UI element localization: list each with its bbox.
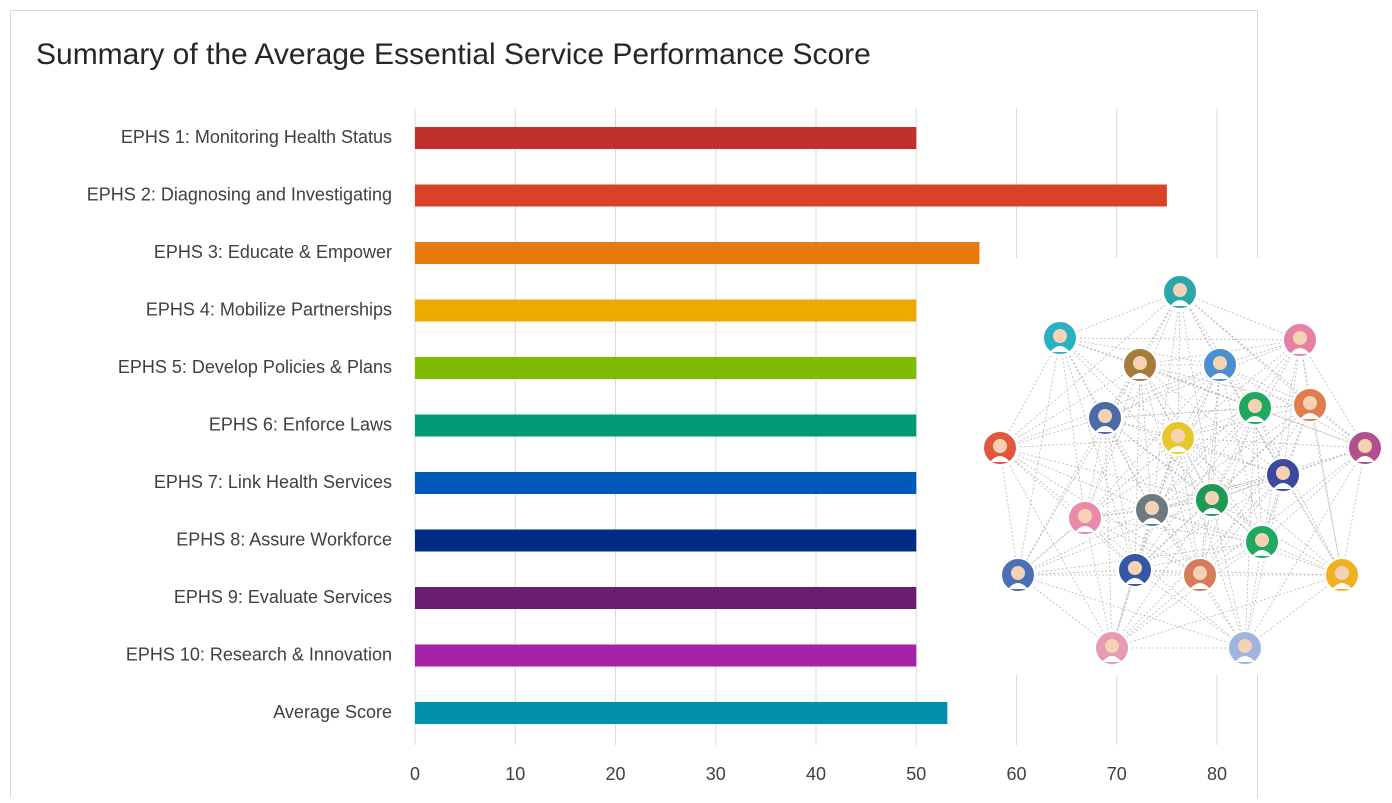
- y-tick-label: Average Score: [273, 702, 392, 722]
- y-tick-label: EPHS 3: Educate & Empower: [154, 242, 392, 262]
- avatar-face: [1171, 429, 1185, 443]
- avatar-face: [1193, 566, 1207, 580]
- avatar-face: [1335, 566, 1349, 580]
- bar: [415, 472, 916, 494]
- avatar-face: [1145, 501, 1159, 515]
- x-tick-label: 10: [505, 764, 525, 784]
- x-tick-label: 40: [806, 764, 826, 784]
- avatar-face: [1276, 466, 1290, 480]
- avatar-face: [1358, 439, 1372, 453]
- chart: Summary of the Average Essential Service…: [0, 0, 1392, 798]
- bar: [415, 357, 916, 379]
- avatar-face: [1255, 533, 1269, 547]
- y-tick-label: EPHS 1: Monitoring Health Status: [121, 127, 392, 147]
- avatar-face: [1238, 639, 1252, 653]
- bar: [415, 702, 947, 724]
- avatar-face: [1213, 356, 1227, 370]
- avatar-face: [1098, 409, 1112, 423]
- bar: [415, 415, 916, 437]
- y-tick-label: EPHS 7: Link Health Services: [154, 472, 392, 492]
- avatar-face: [1303, 396, 1317, 410]
- y-tick-label: EPHS 6: Enforce Laws: [209, 414, 392, 434]
- y-tick-label: EPHS 2: Diagnosing and Investigating: [87, 184, 392, 204]
- x-tick-label: 70: [1107, 764, 1127, 784]
- x-tick-label: 0: [410, 764, 420, 784]
- y-tick-label: EPHS 5: Develop Policies & Plans: [118, 357, 392, 377]
- bar: [415, 185, 1167, 207]
- avatar-face: [1133, 356, 1147, 370]
- y-tick-label: EPHS 8: Assure Workforce: [176, 529, 392, 549]
- avatar-face: [1011, 566, 1025, 580]
- bar: [415, 587, 916, 609]
- y-tick-label: EPHS 4: Mobilize Partnerships: [146, 299, 392, 319]
- x-tick-label: 50: [906, 764, 926, 784]
- y-tick-label: EPHS 9: Evaluate Services: [174, 587, 392, 607]
- bar: [415, 127, 916, 149]
- bar: [415, 300, 916, 322]
- x-tick-label: 20: [605, 764, 625, 784]
- avatar-face: [993, 439, 1007, 453]
- bar: [415, 645, 916, 667]
- y-tick-label: EPHS 10: Research & Innovation: [126, 644, 392, 664]
- avatar-face: [1128, 561, 1142, 575]
- avatar-face: [1173, 283, 1187, 297]
- network-illustration: [983, 258, 1392, 675]
- x-tick-label: 80: [1207, 764, 1227, 784]
- avatar-face: [1053, 329, 1067, 343]
- avatar-face: [1105, 639, 1119, 653]
- bar: [415, 242, 979, 264]
- x-tick-label: 30: [706, 764, 726, 784]
- avatar-face: [1248, 399, 1262, 413]
- avatar-face: [1205, 491, 1219, 505]
- avatar-face: [1078, 509, 1092, 523]
- chart-title: Summary of the Average Essential Service…: [36, 38, 871, 71]
- avatar-face: [1293, 331, 1307, 345]
- x-tick-label: 60: [1006, 764, 1026, 784]
- bar: [415, 530, 916, 552]
